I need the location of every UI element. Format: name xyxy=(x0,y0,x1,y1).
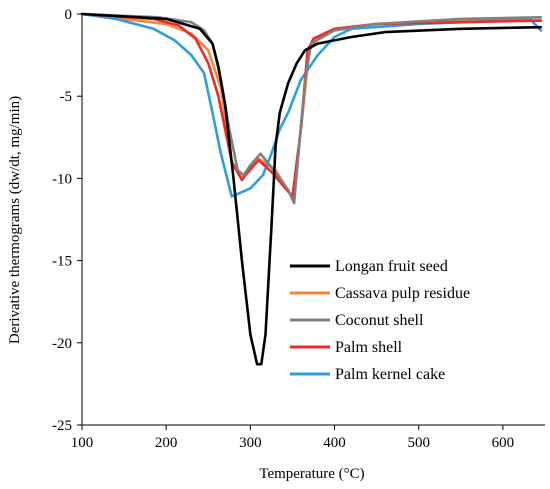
x-tick-label: 500 xyxy=(407,435,430,451)
x-tick-label: 300 xyxy=(239,435,262,451)
x-tick-label: 100 xyxy=(71,435,94,451)
series-line-coconut-shell xyxy=(80,12,543,205)
x-axis-title: Temperature (°C) xyxy=(259,466,364,482)
series-line-longan-fruit-seed xyxy=(80,12,543,366)
x-tick-label: 600 xyxy=(492,435,515,451)
legend-label-palm-kernel-cake: Palm kernel cake xyxy=(335,366,445,383)
series-line-palm-kernel-cake xyxy=(80,12,543,198)
legend-label-palm-shell: Palm shell xyxy=(335,339,403,356)
y-axis-title: Derivative thermograms (dw/dt, mg/min) xyxy=(7,96,23,344)
y-tick-label: 0 xyxy=(65,7,73,23)
legend-label-coconut-shell: Coconut shell xyxy=(335,312,424,329)
series-line-palm-shell xyxy=(80,12,543,198)
y-tick-label: -10 xyxy=(52,171,72,187)
legend-label-longan-fruit-seed: Longan fruit seed xyxy=(335,258,448,275)
y-tick-label: -15 xyxy=(52,254,72,270)
y-tick-label: -20 xyxy=(52,336,72,352)
x-tick-label: 400 xyxy=(323,435,346,451)
x-tick-label: 200 xyxy=(155,435,178,451)
y-tick-label: -25 xyxy=(52,418,72,434)
legend-label-cassava-pulp-residue: Cassava pulp residue xyxy=(335,285,470,302)
y-tick-label: -5 xyxy=(60,89,73,105)
